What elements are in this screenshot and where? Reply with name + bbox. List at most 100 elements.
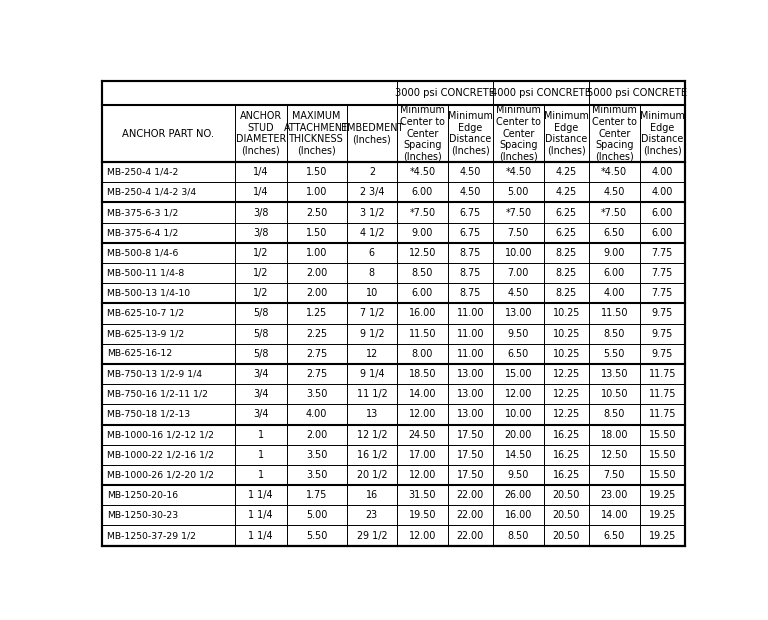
Text: 2.75: 2.75 (306, 369, 327, 379)
Text: 11.75: 11.75 (648, 369, 676, 379)
Text: 20.00: 20.00 (505, 430, 532, 440)
Bar (544, 343, 589, 364)
Bar (286, 263, 346, 283)
Bar (102, 384, 235, 404)
Text: MB-750-13 1/2-9 1/4: MB-750-13 1/2-9 1/4 (107, 370, 202, 379)
Bar (102, 425, 235, 445)
Text: MB-1250-20-16: MB-1250-20-16 (107, 490, 178, 500)
Bar (397, 223, 448, 243)
Bar (286, 223, 346, 243)
Bar (589, 364, 640, 384)
Text: 11.50: 11.50 (409, 329, 436, 339)
Text: 14.00: 14.00 (409, 389, 436, 399)
Bar (544, 263, 589, 283)
Bar (544, 203, 589, 223)
Bar (397, 81, 493, 105)
Text: 1.75: 1.75 (306, 490, 327, 500)
Text: MB-500-8 1/4-6: MB-500-8 1/4-6 (107, 249, 178, 257)
Text: *4.50: *4.50 (601, 167, 627, 177)
Text: 2.00: 2.00 (306, 268, 327, 278)
Bar (397, 465, 448, 485)
Text: 8.50: 8.50 (412, 268, 433, 278)
Text: 20.50: 20.50 (553, 510, 580, 520)
Text: 19.25: 19.25 (649, 510, 676, 520)
Text: MB-750-16 1/2-11 1/2: MB-750-16 1/2-11 1/2 (107, 390, 208, 399)
Text: 4.50: 4.50 (459, 167, 481, 177)
Bar (493, 425, 544, 445)
Bar (346, 203, 397, 223)
Text: 11.75: 11.75 (648, 389, 676, 399)
Bar (346, 343, 397, 364)
Text: 1/2: 1/2 (253, 268, 268, 278)
Text: 11 1/2: 11 1/2 (356, 389, 387, 399)
Bar (235, 364, 286, 384)
Text: 1: 1 (257, 430, 263, 440)
Bar (589, 526, 640, 546)
Bar (286, 162, 346, 182)
Text: 19.25: 19.25 (649, 490, 676, 500)
Bar (346, 505, 397, 526)
Bar (589, 343, 640, 364)
Bar (640, 404, 685, 425)
Bar (544, 425, 589, 445)
Bar (640, 243, 685, 263)
Bar (346, 425, 397, 445)
Text: 10.25: 10.25 (553, 329, 580, 339)
Bar (235, 505, 286, 526)
Text: *7.50: *7.50 (505, 208, 531, 218)
Bar (493, 223, 544, 243)
Bar (286, 465, 346, 485)
Bar (102, 445, 235, 465)
Bar (397, 263, 448, 283)
Bar (397, 203, 448, 223)
Bar (102, 203, 235, 223)
Text: 24.50: 24.50 (409, 430, 436, 440)
Text: 5000 psi CONCRETE: 5000 psi CONCRETE (587, 88, 687, 98)
Bar (235, 485, 286, 505)
Bar (235, 425, 286, 445)
Bar (235, 203, 286, 223)
Bar (589, 203, 640, 223)
Text: 9.00: 9.00 (604, 248, 625, 258)
Text: 6.25: 6.25 (556, 228, 577, 237)
Text: 11.00: 11.00 (456, 309, 484, 319)
Text: 12.25: 12.25 (553, 389, 580, 399)
Text: 26.00: 26.00 (505, 490, 532, 500)
Bar (102, 283, 235, 303)
Text: 3.50: 3.50 (306, 450, 327, 460)
Bar (589, 223, 640, 243)
Text: 3.50: 3.50 (306, 470, 327, 480)
Text: 13.50: 13.50 (601, 369, 628, 379)
Text: 4.00: 4.00 (651, 167, 673, 177)
Text: 12.25: 12.25 (553, 409, 580, 419)
Text: MB-625-10-7 1/2: MB-625-10-7 1/2 (107, 309, 184, 318)
Text: 6.50: 6.50 (508, 349, 529, 359)
Bar (493, 465, 544, 485)
Text: 13.00: 13.00 (456, 409, 484, 419)
Bar (589, 425, 640, 445)
Bar (346, 303, 397, 324)
Text: 1.25: 1.25 (306, 309, 327, 319)
Text: 16.25: 16.25 (553, 430, 580, 440)
Text: MAXIMUM
ATTACHMENT
THICKNESS
(Inches): MAXIMUM ATTACHMENT THICKNESS (Inches) (284, 111, 349, 156)
Bar (286, 243, 346, 263)
Text: 4.50: 4.50 (604, 187, 625, 197)
Text: 10.00: 10.00 (505, 248, 532, 258)
Text: 1/2: 1/2 (253, 248, 268, 258)
Bar (286, 203, 346, 223)
Bar (448, 485, 493, 505)
Text: 29 1/2: 29 1/2 (356, 531, 387, 541)
Bar (102, 81, 397, 105)
Bar (346, 526, 397, 546)
Bar (544, 505, 589, 526)
Text: 9.50: 9.50 (508, 329, 529, 339)
Text: 8.25: 8.25 (556, 268, 577, 278)
Bar (589, 81, 685, 105)
Text: 5/8: 5/8 (253, 329, 269, 339)
Bar (346, 243, 397, 263)
Text: 7.00: 7.00 (508, 268, 529, 278)
Text: 9.50: 9.50 (508, 470, 529, 480)
Text: ANCHOR
STUD
DIAMETER
(Inches): ANCHOR STUD DIAMETER (Inches) (236, 111, 286, 156)
Bar (448, 425, 493, 445)
Bar (493, 324, 544, 343)
